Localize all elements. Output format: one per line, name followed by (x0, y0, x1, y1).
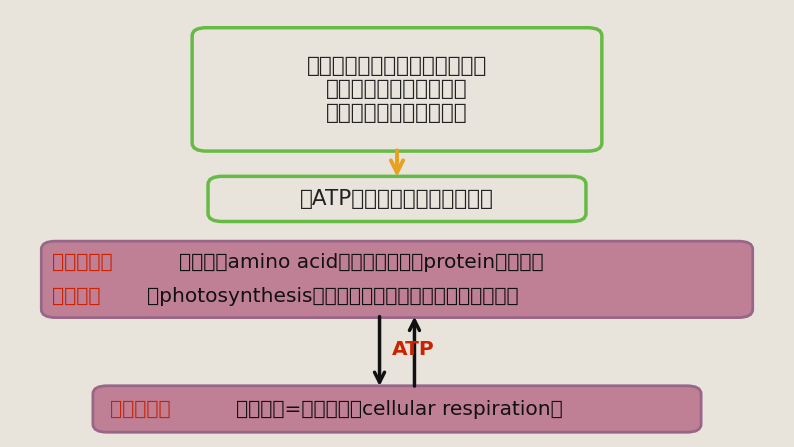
Text: 葡萄糖为细胞内的主要能源物质
脂肪为细胞内的储能物质
其他有机物也包含化学能: 葡萄糖为细胞内的主要能源物质 脂肪为细胞内的储能物质 其他有机物也包含化学能 (306, 56, 488, 122)
FancyBboxPatch shape (93, 386, 701, 432)
Text: 与ATP中的化学能有什么不同？: 与ATP中的化学能有什么不同？ (300, 189, 494, 209)
Text: ATP: ATP (391, 340, 434, 359)
Text: 氨基酸（amino acid）合成蛋白质（protein）的反应: 氨基酸（amino acid）合成蛋白质（protein）的反应 (179, 253, 543, 272)
Text: （photosynthesis）是绿色植物细胞中最重要的吸能反应: （photosynthesis）是绿色植物细胞中最重要的吸能反应 (147, 287, 518, 306)
Text: 光合作用: 光合作用 (52, 287, 100, 306)
Text: 糖的氧化=细胞呼吸（cellular respiration）: 糖的氧化=细胞呼吸（cellular respiration） (236, 400, 563, 418)
FancyBboxPatch shape (41, 241, 753, 317)
FancyBboxPatch shape (192, 28, 602, 151)
Text: 放能反应：: 放能反应： (110, 400, 170, 418)
FancyBboxPatch shape (208, 176, 586, 221)
Text: 吸能反应：: 吸能反应： (52, 253, 112, 272)
